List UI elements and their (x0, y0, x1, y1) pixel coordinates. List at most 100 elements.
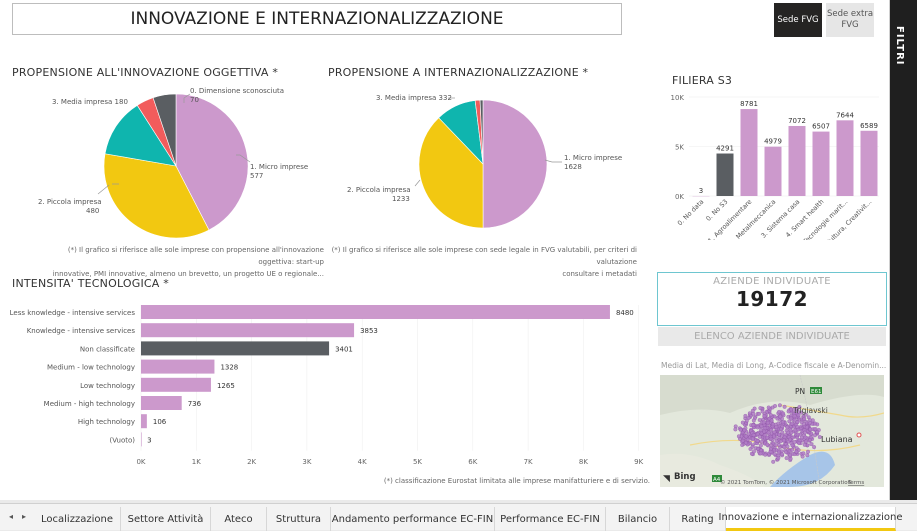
map-point[interactable] (762, 430, 766, 434)
intensita-bar[interactable] (141, 432, 142, 446)
map-point[interactable] (781, 412, 785, 416)
map-point[interactable] (770, 444, 774, 448)
map-terms-link[interactable]: Terms (847, 480, 864, 486)
map-point[interactable] (802, 452, 806, 456)
intensita-bar[interactable] (141, 378, 211, 392)
map-point[interactable] (772, 435, 776, 439)
tab-bilancio[interactable]: Bilancio (606, 507, 670, 531)
map-point[interactable] (788, 438, 792, 442)
filiera-bar[interactable] (837, 120, 854, 196)
map-point[interactable] (766, 421, 770, 425)
map-point[interactable] (809, 428, 813, 432)
tab-localizzazione[interactable]: Localizzazione (34, 507, 121, 531)
map-point[interactable] (757, 412, 761, 416)
map-point[interactable] (763, 414, 767, 418)
map-point[interactable] (785, 426, 789, 430)
map-point[interactable] (796, 420, 800, 424)
map-point[interactable] (790, 422, 794, 426)
map-point[interactable] (795, 450, 799, 454)
map-point[interactable] (745, 419, 749, 423)
map-point[interactable] (752, 450, 756, 454)
internazionalizzazione-pie-slice-0[interactable] (483, 100, 547, 228)
filiera-bar[interactable] (861, 131, 878, 196)
innovazione-pie-chart[interactable]: 3. Media impresa 180 0. Dimensione scono… (0, 80, 320, 250)
tab-performance-ec-fin[interactable]: Performance EC-FIN (495, 507, 606, 531)
map-point[interactable] (775, 439, 779, 443)
map-point[interactable] (771, 460, 775, 464)
map-point[interactable] (804, 440, 808, 444)
map-point[interactable] (773, 430, 777, 434)
map-point[interactable] (746, 438, 750, 442)
map-point[interactable] (744, 414, 748, 418)
map-point[interactable] (780, 452, 784, 456)
map-point[interactable] (763, 426, 767, 430)
map-point[interactable] (766, 443, 770, 447)
map-point[interactable] (779, 427, 783, 431)
map-point[interactable] (744, 435, 748, 439)
map-point[interactable] (759, 444, 763, 448)
tab-settore-attivita[interactable]: Settore Attività (121, 507, 211, 531)
sede-fvg-button[interactable]: Sede FVG (774, 3, 822, 37)
intensita-bar[interactable] (141, 305, 610, 319)
filiera-bar[interactable] (765, 147, 782, 196)
map-point[interactable] (762, 421, 766, 425)
map-point[interactable] (775, 425, 779, 429)
map-point[interactable] (751, 445, 755, 449)
map-point[interactable] (773, 452, 777, 456)
map-canvas[interactable]: PN Triglavski Lubiana E61 A4 Bing ◥ © 20… (660, 375, 884, 487)
tab-innovazione-internazionalizzazione[interactable]: Innovazione e internazionalizzazione (726, 507, 896, 531)
map-point[interactable] (790, 448, 794, 452)
map-point[interactable] (752, 433, 756, 437)
map-point[interactable] (793, 440, 797, 444)
map-point[interactable] (761, 410, 765, 414)
tab-andamento-performance[interactable]: Andamento performance EC-FIN (331, 507, 495, 531)
internazionalizzazione-pie-chart[interactable]: 3. Media impresa 332 1. Micro imprese 16… (320, 80, 650, 250)
map-point[interactable] (794, 429, 798, 433)
map-point[interactable] (774, 443, 778, 447)
map-point[interactable] (769, 413, 773, 417)
map-point[interactable] (808, 438, 812, 442)
map-point[interactable] (751, 409, 755, 413)
map-point[interactable] (759, 452, 763, 456)
map-point[interactable] (784, 450, 788, 454)
map-point[interactable] (741, 439, 745, 443)
map-point[interactable] (756, 426, 760, 430)
map-point[interactable] (813, 422, 817, 426)
filters-pane[interactable]: FILTRI (890, 0, 917, 500)
map-point[interactable] (782, 439, 786, 443)
tab-prev-icon[interactable]: ◂ (4, 509, 18, 525)
map-point[interactable] (801, 455, 805, 459)
map-point[interactable] (788, 453, 792, 457)
map-point[interactable] (760, 440, 764, 444)
map-point[interactable] (795, 425, 799, 429)
map-point[interactable] (803, 431, 807, 435)
map-point[interactable] (783, 445, 787, 449)
filiera-bar[interactable] (789, 126, 806, 196)
map-point[interactable] (777, 410, 781, 414)
map-point[interactable] (777, 443, 781, 447)
intensita-bar[interactable] (141, 396, 182, 410)
map-point[interactable] (734, 428, 738, 432)
filiera-bar[interactable] (813, 132, 830, 196)
map-point[interactable] (806, 453, 810, 457)
map-point[interactable] (781, 420, 785, 424)
map-point[interactable] (787, 410, 791, 414)
map-point[interactable] (777, 456, 781, 460)
map-point[interactable] (771, 423, 775, 427)
map-point[interactable] (769, 437, 773, 441)
intensita-bar[interactable] (141, 360, 214, 374)
map-point[interactable] (748, 412, 752, 416)
map-point[interactable] (743, 429, 747, 433)
map-point[interactable] (791, 444, 795, 448)
map-point[interactable] (805, 426, 809, 430)
filiera-bar[interactable] (717, 154, 734, 196)
elenco-aziende-button[interactable]: ELENCO AZIENDE INDIVIDUATE (658, 327, 886, 346)
map-point[interactable] (756, 447, 760, 451)
intensita-bar[interactable] (141, 323, 354, 337)
intensita-bar[interactable] (141, 341, 329, 355)
map-point[interactable] (804, 436, 808, 440)
map-point[interactable] (764, 453, 768, 457)
map-point[interactable] (751, 437, 755, 441)
